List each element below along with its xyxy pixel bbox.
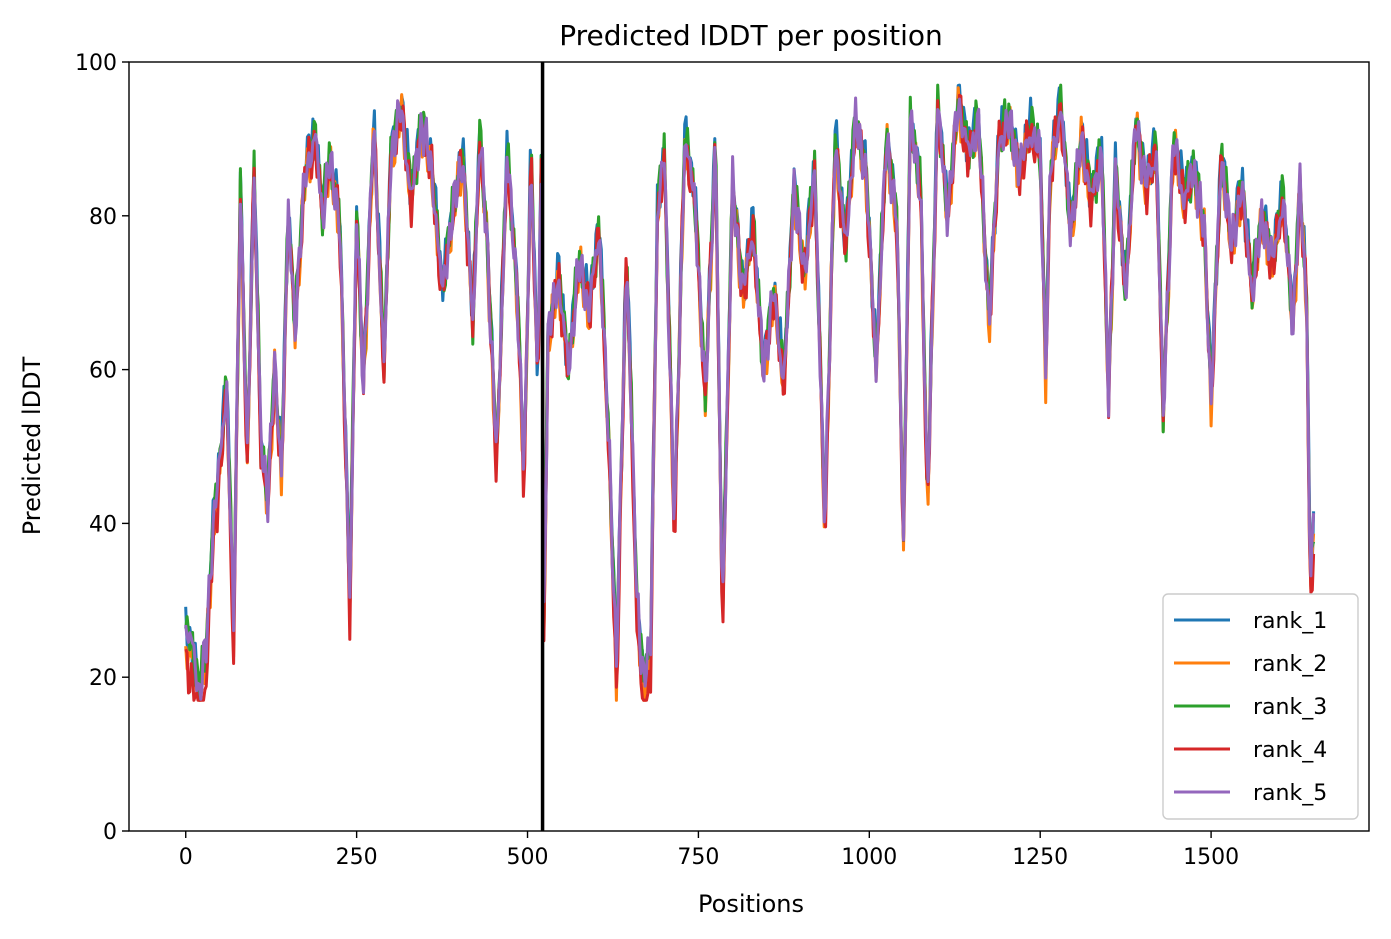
y-tick-label: 40: [89, 512, 117, 537]
y-tick-label: 100: [75, 51, 117, 76]
x-tick-label: 1000: [841, 845, 897, 870]
y-tick-label: 0: [103, 820, 117, 845]
legend-label: rank_5: [1253, 781, 1327, 806]
y-axis: 0 20 40 60 80 100: [75, 51, 129, 845]
series-layer: [184, 83, 1316, 702]
x-tick-label: 250: [336, 845, 378, 870]
x-axis-label: Positions: [698, 890, 804, 918]
legend-label: rank_4: [1253, 738, 1327, 763]
legend: rank_1 rank_2 rank_3 rank_4 rank_5: [1162, 593, 1359, 820]
y-tick-label: 60: [89, 359, 117, 384]
x-axis: 0 250 500 750 1000 1250 1500: [179, 831, 1239, 870]
x-tick-label: 1250: [1012, 845, 1068, 870]
y-tick-label: 20: [89, 666, 117, 691]
series-line-rank_5: [184, 96, 1316, 701]
x-tick-label: 1500: [1183, 845, 1239, 870]
legend-box: [1162, 593, 1359, 820]
legend-label: rank_2: [1253, 652, 1327, 677]
y-tick-label: 80: [89, 205, 117, 230]
legend-label: rank_1: [1253, 609, 1327, 634]
x-tick-label: 750: [677, 845, 719, 870]
x-tick-label: 500: [507, 845, 549, 870]
legend-label: rank_3: [1253, 695, 1327, 720]
chart-title: Predicted lDDT per position: [559, 19, 943, 52]
y-axis-label: Predicted lDDT: [18, 356, 46, 535]
x-tick-label: 0: [179, 845, 193, 870]
plot-frame: [128, 61, 1370, 832]
